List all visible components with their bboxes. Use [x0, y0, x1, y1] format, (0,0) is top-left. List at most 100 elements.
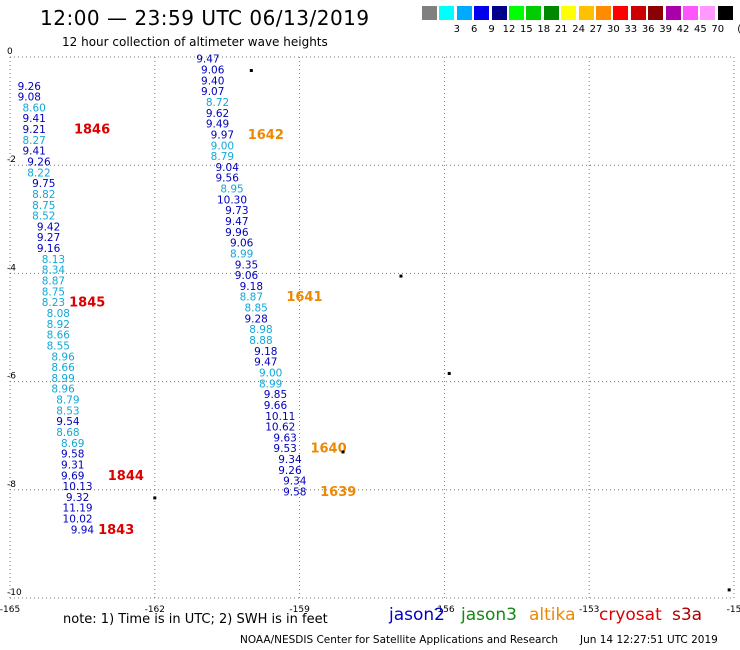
data-point-label: 9.58: [61, 449, 84, 461]
data-point-label: 8.60: [22, 102, 45, 114]
pass-time-label: 1845: [69, 296, 105, 311]
data-point-label: 9.97: [211, 129, 234, 141]
legend-swatch: [596, 6, 611, 20]
data-point-label: 9.06: [201, 65, 225, 77]
data-point-label: 9.06: [235, 270, 259, 282]
data-point-label: 9.26: [278, 465, 302, 477]
legend-label: 3: [453, 24, 460, 35]
pass-time-label: 1641: [286, 290, 322, 305]
chart-title: 12:00 — 23:59 UTC 06/13/2019: [40, 6, 370, 30]
legend-label: 15: [520, 24, 533, 35]
data-point-label: 9.75: [32, 178, 55, 190]
legend-swatch: [717, 6, 733, 20]
data-point-label: 9.18: [254, 346, 277, 358]
legend-swatch: [474, 6, 490, 20]
data-point-label: 9.18: [240, 281, 263, 293]
satellite-jason3: jason3: [461, 605, 517, 625]
data-point-label: 8.96: [51, 351, 75, 363]
x-tick-label: -159: [289, 605, 310, 615]
data-point-label: 8.99: [51, 373, 74, 385]
footer-note: note: 1) Time is in UTC; 2) SWH is in fe…: [63, 612, 328, 627]
data-point-label: 9.49: [206, 119, 229, 131]
legend-swatch: [630, 6, 646, 20]
pass-time-label: 1639: [320, 485, 356, 500]
legend-swatch: [422, 6, 437, 20]
data-point-label: 9.96: [225, 227, 249, 239]
data-point-label: 8.88: [249, 335, 272, 347]
data-point-label: 9.16: [37, 243, 61, 255]
data-point-label: 8.79: [211, 151, 234, 163]
data-point-label: 10.30: [217, 194, 247, 206]
legend-label: 27: [589, 24, 603, 35]
y-tick-label: -6: [7, 372, 16, 382]
legend-swatch: [543, 6, 559, 20]
data-point-label: 9.85: [264, 389, 287, 401]
data-point-label: 9.53: [273, 443, 296, 455]
data-point-label: 9.41: [22, 146, 45, 158]
data-point-label: 9.00: [259, 367, 282, 379]
legend-label: 30: [607, 24, 620, 35]
pass-time-label: 1843: [98, 523, 134, 538]
data-point-label: 9.63: [273, 432, 296, 444]
x-tick-label: -165: [0, 605, 20, 615]
data-point-label: 8.82: [32, 189, 55, 201]
legend-label: 39: [659, 24, 672, 35]
data-point-label: 8.95: [220, 184, 243, 196]
data-point-label: 9.06: [230, 238, 254, 250]
legend-label: 12: [502, 24, 516, 35]
data-point-label: 8.53: [56, 405, 79, 417]
data-point-label: 9.08: [18, 92, 41, 104]
data-point-label: 9.73: [225, 205, 248, 217]
data-point-label: 9.54: [56, 416, 80, 428]
satellite-altika: altika: [529, 605, 576, 625]
y-tick-label: -2: [7, 155, 16, 165]
legend-swatch: [526, 6, 542, 20]
pass-time-label: 1844: [108, 469, 144, 484]
island-marker: [153, 496, 157, 500]
pass-time-label: 1846: [74, 123, 110, 138]
island-marker: [727, 588, 731, 592]
data-point-label: 9.04: [216, 162, 240, 174]
data-point-label: 9.40: [201, 75, 224, 87]
data-point-label: 9.34: [283, 476, 307, 488]
data-point-label: 8.96: [51, 384, 75, 396]
data-point-label: 9.42: [37, 221, 60, 233]
data-point-label: 8.66: [51, 362, 75, 374]
data-point-label: 9.21: [22, 124, 45, 136]
chart-subtitle: 12 hour collection of altimeter wave hei…: [62, 35, 328, 49]
data-point-label: 8.69: [61, 438, 84, 450]
data-point-label: 9.32: [66, 492, 89, 504]
island-marker: [341, 450, 345, 454]
data-point-label: 9.41: [22, 113, 45, 125]
data-point-label: 9.07: [201, 86, 224, 98]
legend-swatch: [683, 6, 698, 20]
data-point-label: 8.55: [47, 340, 70, 352]
legend-swatch: [578, 6, 594, 20]
legend-label: 9: [488, 24, 495, 35]
legend-label: 21: [554, 24, 568, 35]
x-tick-label: -15: [727, 605, 740, 615]
data-point-label: 8.98: [249, 324, 272, 336]
data-point-label: 9.35: [235, 259, 258, 271]
satellite-cryosat: cryosat: [599, 605, 662, 625]
data-point-label: 9.28: [244, 313, 267, 325]
data-point-label: 9.27: [37, 232, 60, 244]
island-marker: [249, 69, 253, 73]
x-tick-label: -156: [434, 605, 455, 615]
data-point-label: 9.94: [71, 524, 95, 536]
data-point-label: 8.68: [56, 427, 79, 439]
y-tick-label: -8: [7, 480, 16, 490]
legend-label: 36: [641, 24, 655, 35]
y-tick-label: 0: [7, 47, 13, 57]
data-point-label: 8.08: [47, 308, 70, 320]
y-tick-label: -4: [7, 263, 16, 273]
y-tick-label: -10: [7, 588, 22, 598]
pass-time-label: 1642: [248, 128, 284, 143]
data-point-label: 9.26: [27, 156, 51, 168]
data-point-label: 8.22: [27, 167, 50, 179]
legend-swatch: [648, 6, 664, 20]
data-point-label: 9.00: [211, 140, 234, 152]
data-point-label: 8.87: [240, 292, 263, 304]
x-tick-label: -153: [579, 605, 599, 615]
